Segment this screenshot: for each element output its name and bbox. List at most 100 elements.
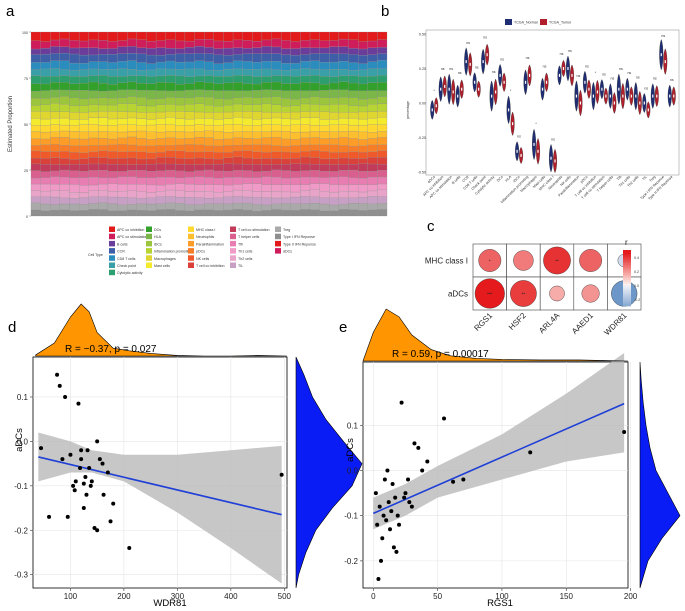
a-bar-segment — [165, 48, 176, 55]
c-colorbar-step — [623, 250, 631, 253]
a-bar-segment — [271, 158, 282, 165]
a-legend-swatch — [188, 255, 194, 261]
a-bar-segment — [367, 68, 378, 77]
a-bar-segment — [309, 189, 320, 197]
a-bar-segment — [232, 137, 243, 146]
a-bar-segment — [329, 104, 340, 113]
a-bar-segment — [175, 97, 186, 106]
a-bar-segment — [30, 83, 41, 92]
a-bar-segment — [146, 145, 157, 153]
panel-label-e: e — [339, 319, 347, 336]
b-legend-tumor: TCGA_Tumor — [549, 21, 572, 25]
a-bar-segment — [127, 38, 137, 47]
a-bar-segment — [30, 177, 41, 185]
b-ylabel: percentage — [406, 101, 410, 119]
a-bar-segment — [338, 157, 349, 165]
c-star: * — [489, 259, 491, 264]
a-legend: APC co inhibition APC co stimulation B cel… — [109, 226, 316, 276]
a-bar-segment — [377, 47, 388, 54]
a-legend-label: aDCs — [283, 250, 292, 254]
a-bar-segment — [155, 40, 166, 48]
a-bar-segment — [271, 130, 282, 138]
e-annotation: R = 0.59, p = 0.00017 — [392, 349, 489, 360]
a-bar-segment — [50, 39, 60, 47]
a-bar-segment — [127, 204, 137, 210]
c-colorbar-step — [623, 261, 631, 264]
a-bar-segment — [213, 31, 224, 42]
a-bar-segment — [271, 209, 282, 217]
b-box-normal — [491, 94, 493, 98]
d-point — [79, 457, 84, 462]
a-bar-segment — [155, 68, 166, 77]
a-bar-segment — [40, 48, 51, 55]
a-bar-segment — [242, 83, 253, 91]
a-bar-segment — [242, 196, 253, 204]
a-bar-segment — [329, 210, 340, 217]
a-bar-segment — [175, 53, 186, 63]
a-bar-segment — [281, 138, 291, 147]
a-bar-segment — [377, 31, 388, 40]
a-bar-segment — [30, 157, 41, 165]
a-legend-label: MHC class I — [196, 228, 215, 232]
a-bar-segment — [155, 131, 166, 139]
a-bar-segment — [252, 104, 263, 112]
a-bar-segment — [117, 151, 128, 159]
d-xtick-label: 100 — [64, 592, 78, 601]
a-bar-segment — [194, 204, 205, 211]
a-ytick-label: 25 — [24, 169, 28, 173]
a-bar-segment — [204, 112, 214, 119]
a-bar-segment — [271, 203, 282, 210]
a-bar-segment — [252, 204, 263, 212]
a-bar-segment — [271, 53, 282, 62]
a-legend-swatch — [275, 248, 281, 254]
e-point — [451, 479, 456, 484]
panel-b-violin-chart: TCGA_Normal TCGA_Tumor percentage 0.500.… — [406, 19, 680, 204]
a-bar-segment — [213, 177, 224, 185]
a-bar-segment — [136, 125, 147, 132]
a-bar-segment — [300, 31, 311, 41]
a-bar-segment — [155, 145, 166, 153]
a-bar-segment — [367, 138, 378, 146]
d-point — [83, 474, 88, 479]
b-significance: ns — [636, 75, 640, 79]
a-bar-segment — [88, 145, 99, 152]
a-bar-segment — [40, 131, 51, 140]
a-bar-segment — [204, 191, 214, 199]
b-ytick-label: -0.50 — [418, 170, 426, 174]
a-bar-segment — [281, 145, 291, 153]
e-point — [379, 558, 384, 563]
a-bar-segment — [155, 31, 166, 41]
a-bar-segment — [338, 204, 349, 210]
a-bar-segment — [107, 125, 118, 132]
a-bar-segment — [281, 48, 291, 55]
a-bar-segment — [242, 150, 253, 159]
a-bar-segment — [136, 53, 147, 63]
c-colorbar-step — [623, 279, 631, 283]
a-bar-segment — [30, 196, 41, 203]
a-bar-segment — [155, 157, 166, 165]
b-xtick-label: aDCs — [427, 175, 436, 184]
a-bar-segment — [213, 192, 224, 199]
a-bar-segment — [107, 104, 118, 112]
a-bar-segment — [319, 76, 330, 85]
a-bar-segment — [367, 190, 378, 197]
a-legend-swatch — [146, 226, 152, 232]
a-bar-segment — [117, 171, 128, 177]
a-bar-segment — [184, 210, 195, 217]
a-bar-segment — [194, 96, 205, 104]
a-bar-segment — [300, 184, 311, 191]
a-bar-segment — [319, 210, 330, 217]
a-bar-segment — [59, 136, 70, 146]
a-bar-segment — [281, 170, 291, 179]
a-bar-segment — [69, 47, 80, 55]
b-box-normal — [592, 94, 595, 98]
d-density-x — [35, 303, 288, 357]
a-bar-segment — [319, 62, 330, 70]
a-bar-segment — [204, 96, 214, 106]
a-bar-segment — [242, 144, 253, 151]
b-box-normal — [482, 60, 484, 64]
a-bar-segment — [271, 96, 282, 105]
a-legend-label: TIL — [238, 264, 243, 268]
d-point — [279, 472, 284, 477]
